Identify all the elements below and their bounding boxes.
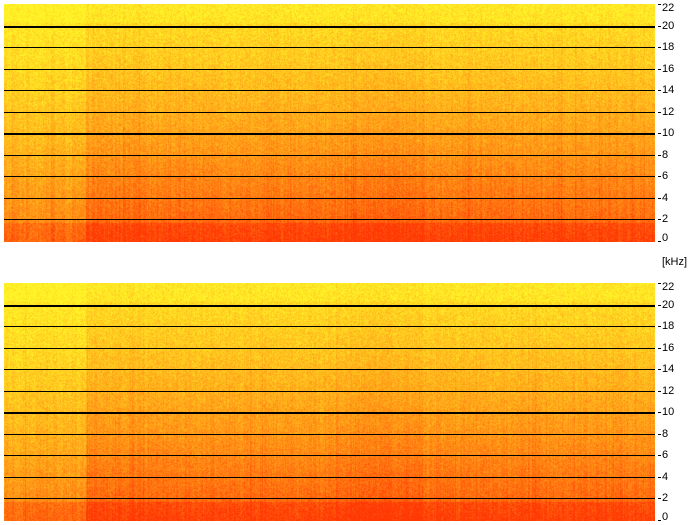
frequency-tick-label: 14 (662, 363, 675, 375)
frequency-tick-mark (658, 520, 661, 521)
frequency-gridline (4, 133, 655, 135)
spectrogram-channel-bottom[interactable] (4, 283, 655, 521)
frequency-tick-mark (658, 391, 661, 392)
spectrogram-canvas-bottom (4, 283, 655, 521)
frequency-tick-mark (658, 112, 661, 113)
frequency-tick-mark (658, 455, 661, 456)
frequency-tick-mark (658, 477, 661, 478)
frequency-tick-label: 14 (662, 84, 675, 96)
frequency-gridline (4, 348, 655, 349)
frequency-unit-label: [kHz] (662, 256, 688, 268)
frequency-tick-label: 8 (662, 149, 669, 161)
frequency-tick-label: 22 (662, 281, 675, 293)
frequency-tick-mark (658, 4, 661, 5)
frequency-tick-mark (658, 348, 661, 349)
frequency-gridline (4, 155, 655, 156)
frequency-gridline (4, 69, 655, 70)
frequency-tick-mark (658, 369, 661, 370)
frequency-tick-mark (658, 90, 661, 91)
frequency-tick-mark (658, 498, 661, 499)
spectrogram-canvas-top (4, 4, 655, 242)
frequency-tick-label: 6 (662, 449, 669, 461)
frequency-tick-label: 0 (662, 511, 669, 523)
frequency-tick-mark (658, 219, 661, 220)
frequency-gridline (4, 369, 655, 370)
frequency-gridline (4, 90, 655, 91)
frequency-gridline (4, 176, 655, 177)
frequency-tick-label: 4 (662, 471, 669, 483)
spectrogram-channel-top[interactable] (4, 4, 655, 242)
frequency-gridline (4, 477, 655, 478)
frequency-tick-mark (658, 434, 661, 435)
frequency-tick-label: 22 (662, 2, 675, 14)
frequency-tick-label: 16 (662, 63, 675, 75)
frequency-gridline (4, 326, 655, 327)
frequency-gridline (4, 412, 655, 414)
frequency-tick-mark (658, 412, 661, 413)
frequency-gridline (4, 47, 655, 48)
frequency-tick-label: 18 (662, 320, 675, 332)
frequency-tick-label: 2 (662, 213, 669, 225)
frequency-tick-mark (658, 198, 661, 199)
frequency-gridline (4, 455, 655, 456)
frequency-tick-label: 10 (662, 406, 675, 418)
frequency-tick-mark (658, 47, 661, 48)
frequency-gridline (4, 434, 655, 435)
frequency-tick-label: 6 (662, 170, 669, 182)
frequency-tick-mark (658, 69, 661, 70)
frequency-tick-mark (658, 305, 661, 306)
frequency-tick-label: 2 (662, 492, 669, 504)
frequency-tick-mark (658, 26, 661, 27)
frequency-gridline (4, 219, 655, 220)
frequency-gridline (4, 112, 655, 113)
frequency-tick-mark (658, 283, 661, 284)
frequency-tick-mark (658, 326, 661, 327)
frequency-axis-top: 22 20 18 16 14 12 10 8 6 4 2 0 (658, 2, 689, 244)
frequency-tick-label: 12 (662, 385, 675, 397)
frequency-gridline (4, 198, 655, 199)
frequency-tick-mark (658, 241, 661, 242)
frequency-tick-label: 18 (662, 41, 675, 53)
frequency-axis-bottom: 22 20 18 16 14 12 10 8 6 4 2 0 (658, 281, 689, 523)
frequency-gridline (4, 498, 655, 499)
frequency-tick-label: 20 (662, 299, 675, 311)
frequency-tick-mark (658, 155, 661, 156)
frequency-tick-mark (658, 133, 661, 134)
frequency-tick-label: 16 (662, 342, 675, 354)
frequency-tick-label: 8 (662, 428, 669, 440)
frequency-tick-label: 4 (662, 192, 669, 204)
frequency-tick-mark (658, 176, 661, 177)
frequency-tick-label: 0 (662, 232, 669, 244)
frequency-gridline (4, 305, 655, 307)
frequency-tick-label: 12 (662, 106, 675, 118)
frequency-gridline (4, 26, 655, 28)
frequency-tick-label: 20 (662, 20, 675, 32)
frequency-gridline (4, 391, 655, 392)
frequency-tick-label: 10 (662, 127, 675, 139)
